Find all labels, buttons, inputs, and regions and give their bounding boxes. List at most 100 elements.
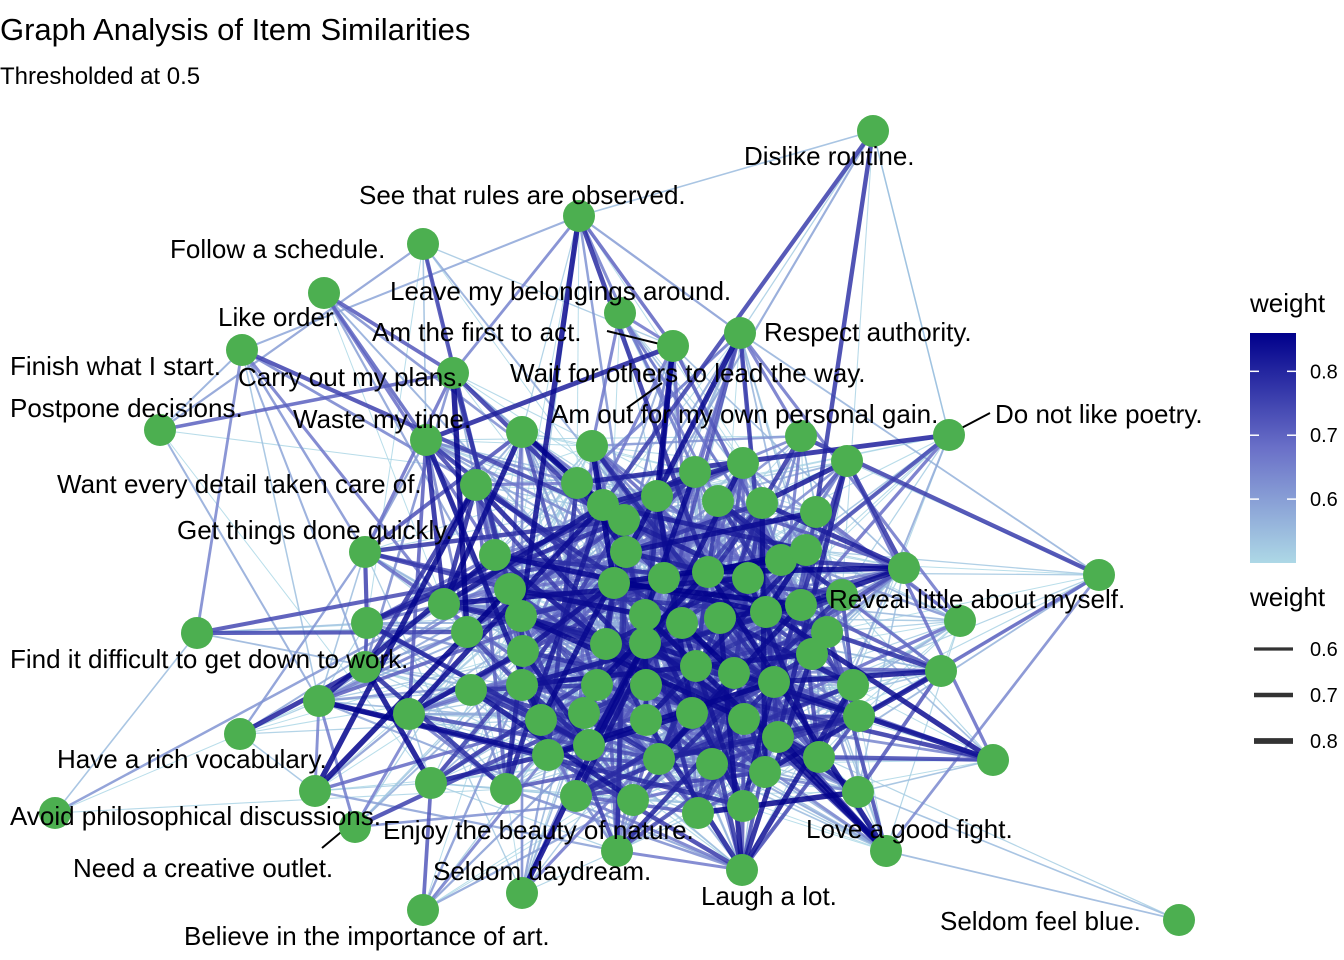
edge xyxy=(872,130,950,436)
node xyxy=(843,700,875,732)
edge xyxy=(738,332,962,622)
node xyxy=(842,776,874,808)
node-label: See that rules are observed. xyxy=(359,180,686,210)
edge xyxy=(422,799,634,911)
edge xyxy=(503,504,606,790)
node xyxy=(727,790,759,822)
node xyxy=(727,447,759,479)
node xyxy=(803,741,835,773)
edge xyxy=(591,434,802,448)
edge xyxy=(520,649,592,747)
edge xyxy=(442,502,605,607)
edge xyxy=(740,714,861,872)
edge xyxy=(625,509,817,555)
node xyxy=(455,674,487,706)
node xyxy=(831,445,863,477)
edge xyxy=(777,736,1180,921)
label-leader-line xyxy=(626,382,663,409)
node xyxy=(525,704,557,736)
edge xyxy=(441,430,525,606)
edge xyxy=(576,432,950,486)
node xyxy=(679,456,711,488)
node xyxy=(479,539,511,571)
node xyxy=(560,780,592,812)
node-label: Carry out my plans. xyxy=(238,362,463,392)
node-label: Get things done quickly. xyxy=(177,515,453,545)
edge xyxy=(654,345,676,497)
node xyxy=(1083,559,1115,591)
node xyxy=(692,556,724,588)
edge xyxy=(159,243,424,431)
edge xyxy=(602,460,744,508)
node-label: Have a rich vocabulary. xyxy=(57,744,327,774)
node xyxy=(415,767,447,799)
node xyxy=(785,420,817,452)
edge xyxy=(711,763,887,852)
edge xyxy=(407,503,605,716)
color-legend: weight 0.8 0.7 0.6 xyxy=(1249,288,1338,563)
node xyxy=(758,666,790,698)
edge xyxy=(845,459,906,570)
node xyxy=(506,416,538,448)
node-label-layer: Dislike routine. See that rules are obser… xyxy=(10,141,1203,951)
edge xyxy=(538,331,743,722)
node xyxy=(428,588,460,620)
node xyxy=(837,669,869,701)
edge xyxy=(159,371,454,432)
node xyxy=(944,605,976,637)
node xyxy=(573,729,605,761)
node xyxy=(629,627,661,659)
edge xyxy=(590,312,622,447)
edge xyxy=(857,759,994,793)
node xyxy=(762,721,794,753)
edge xyxy=(322,291,428,442)
node xyxy=(598,567,630,599)
node xyxy=(590,628,622,660)
node xyxy=(870,835,902,867)
node-label: Seldom feel blue. xyxy=(940,906,1141,936)
width-legend-title: weight xyxy=(1249,582,1326,612)
edge xyxy=(509,586,646,618)
node xyxy=(888,552,920,584)
edge xyxy=(521,215,580,433)
node xyxy=(349,651,381,683)
edge xyxy=(241,215,580,351)
edge xyxy=(616,849,743,872)
edge xyxy=(450,372,470,633)
node xyxy=(506,877,538,909)
node xyxy=(925,655,957,687)
node xyxy=(726,854,758,886)
node xyxy=(682,797,714,829)
node xyxy=(749,756,781,788)
edge xyxy=(421,684,524,911)
edge xyxy=(697,789,859,816)
node-layer xyxy=(39,115,1195,936)
edge xyxy=(241,349,320,702)
edge xyxy=(521,580,616,654)
edge xyxy=(884,574,1101,852)
node-label: Dislike routine. xyxy=(744,141,915,171)
edge xyxy=(195,349,244,634)
node xyxy=(303,685,335,717)
edge xyxy=(519,641,648,895)
node xyxy=(490,773,522,805)
edge xyxy=(241,349,366,668)
node xyxy=(696,748,728,780)
node xyxy=(643,743,675,775)
node xyxy=(746,487,778,519)
node xyxy=(732,562,764,594)
edge xyxy=(54,632,198,814)
node-label: Respect authority. xyxy=(764,317,972,347)
node xyxy=(657,330,689,362)
node-label: Enjoy the beauty of nature. xyxy=(383,815,694,845)
node-label: Waste my time. xyxy=(293,404,471,434)
edge xyxy=(364,504,604,553)
node xyxy=(507,635,539,667)
edge xyxy=(740,681,777,807)
node xyxy=(451,616,483,648)
edge xyxy=(642,471,698,616)
node-label: Believe in the importance of art. xyxy=(184,921,550,951)
node xyxy=(796,638,828,670)
node-label: Am out for my own personal gain. xyxy=(551,399,938,429)
